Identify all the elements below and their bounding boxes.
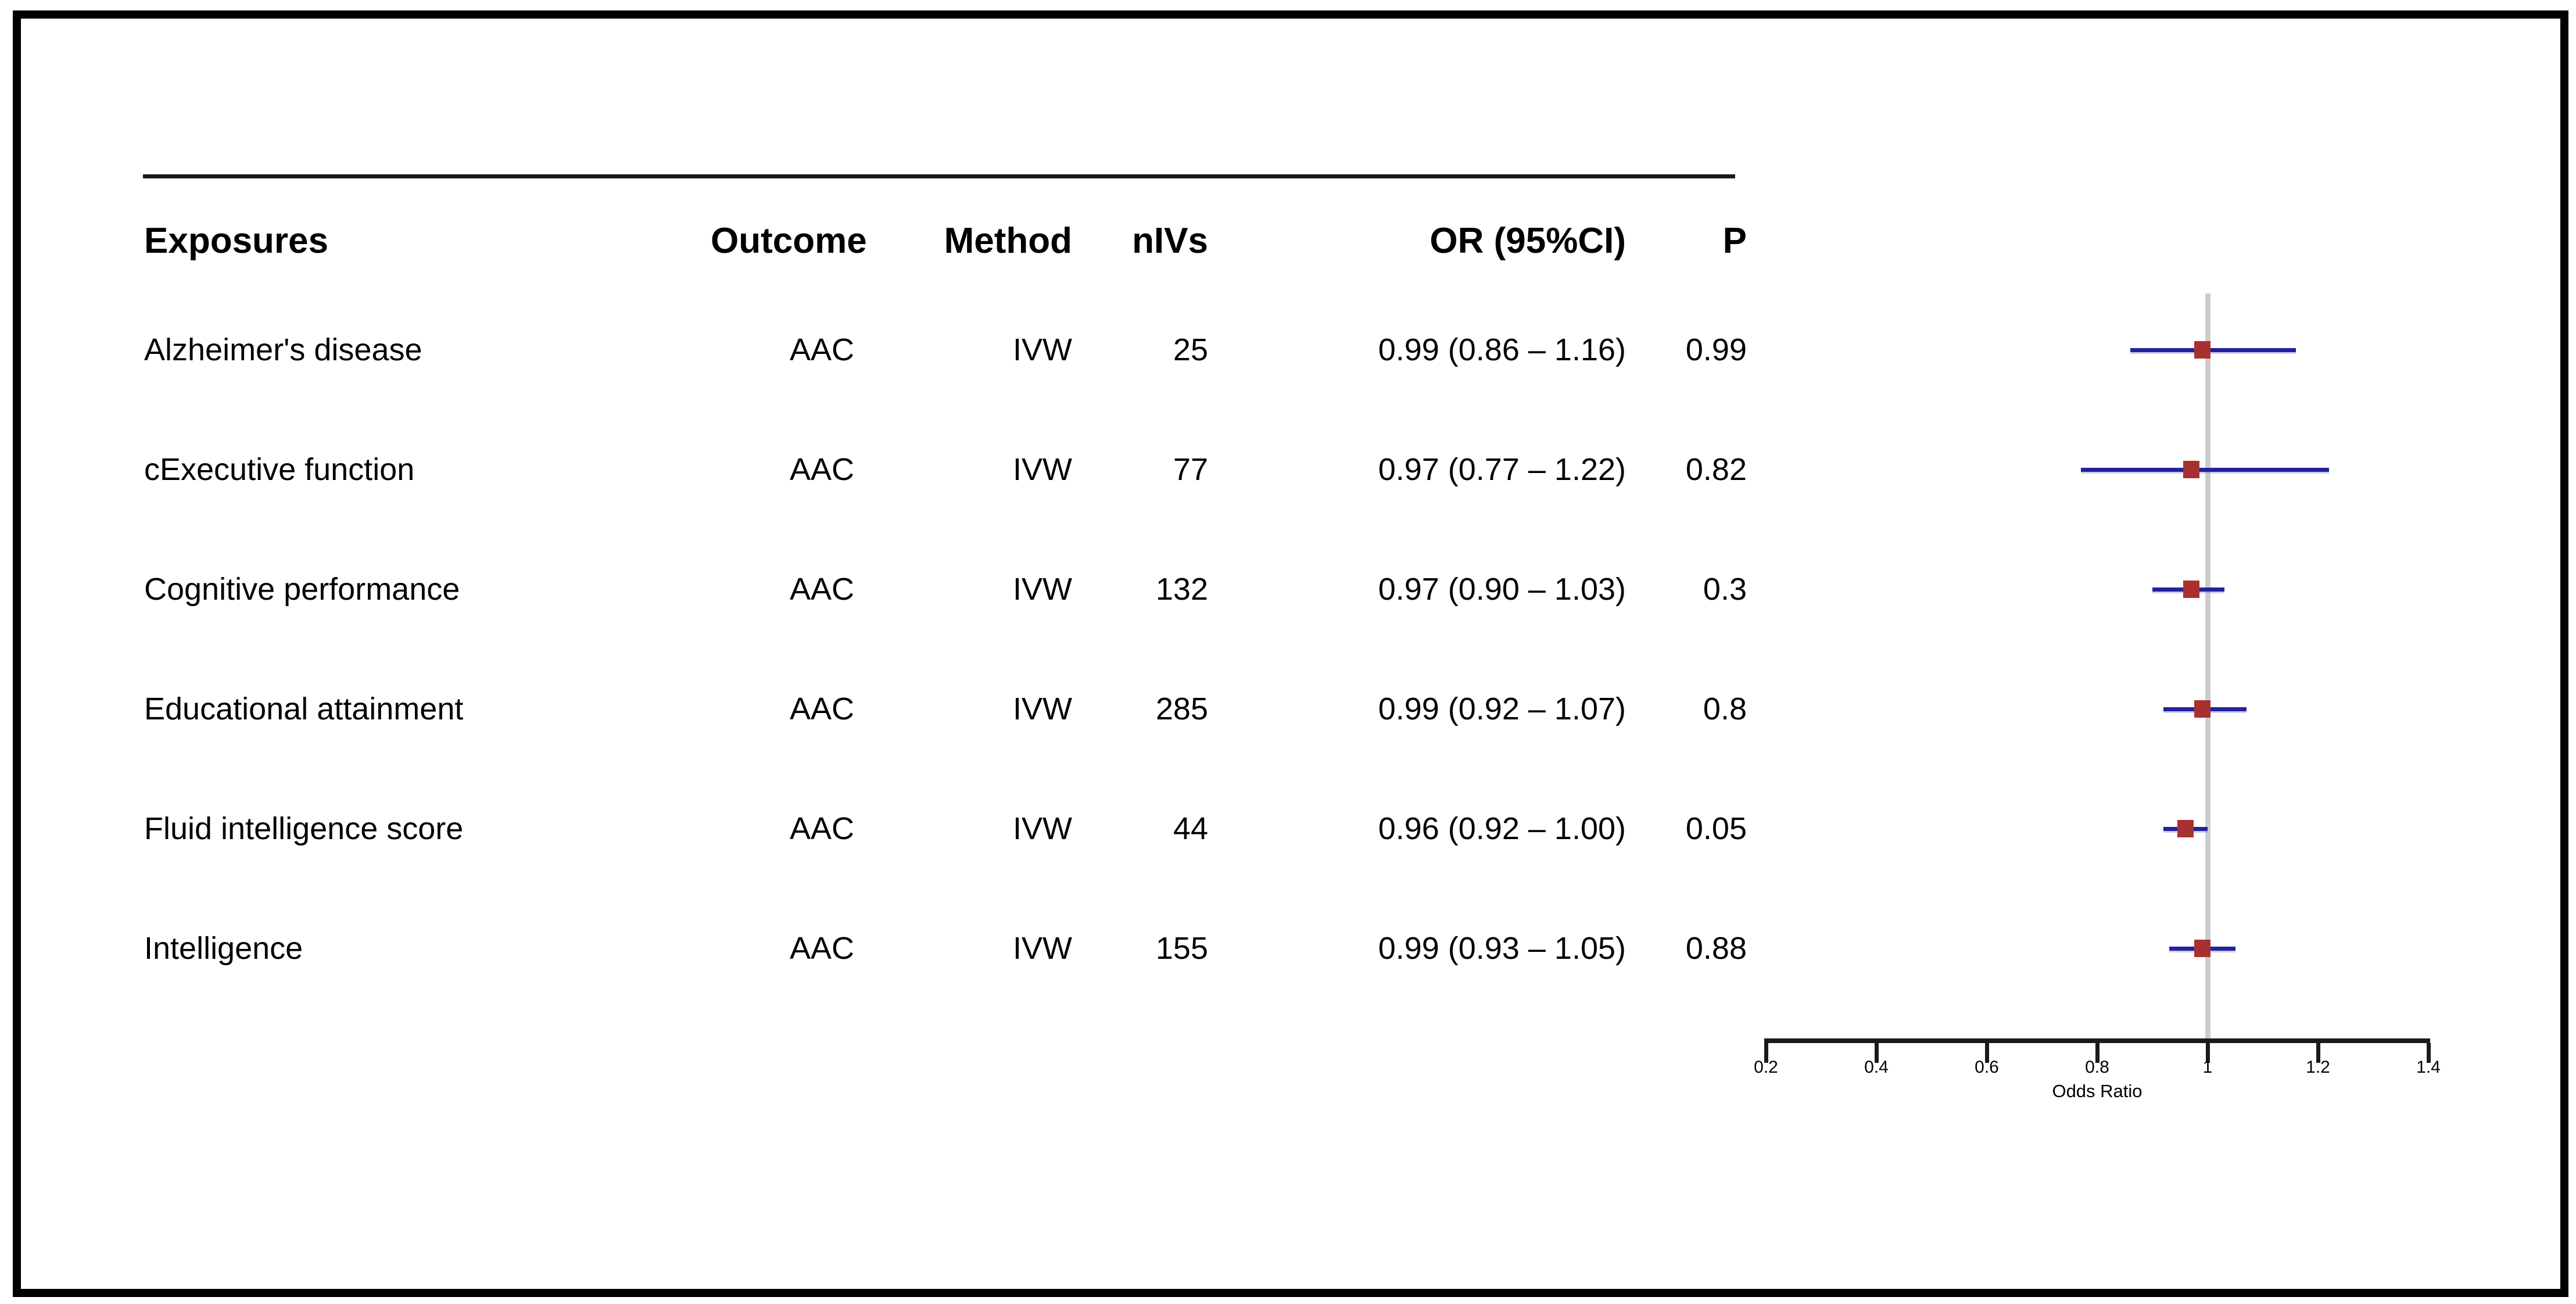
- x-axis-tick-label: 0.2: [1754, 1058, 1778, 1077]
- cell-or-ci: 0.99 (0.93 – 1.05): [1378, 931, 1626, 966]
- cell-outcome: AAC: [789, 332, 854, 367]
- cell-nivs: 25: [1173, 332, 1208, 367]
- cell-or-ci: 0.97 (0.90 – 1.03): [1378, 572, 1626, 607]
- table-row: Fluid intelligence score AAC IVW 44 0.96 (0.…: [144, 797, 1747, 861]
- cell-or-ci: 0.99 (0.92 – 1.07): [1378, 692, 1626, 726]
- cell-exposure: Fluid intelligence score: [144, 811, 464, 846]
- cell-method: IVW: [1013, 811, 1072, 846]
- cell-or-ci: 0.96 (0.92 – 1.00): [1378, 811, 1626, 846]
- x-axis-tick-label: 1.2: [2306, 1058, 2330, 1077]
- odds-ratio-marker: [2194, 940, 2210, 957]
- cell-nivs: 132: [1155, 572, 1208, 607]
- cell-p: 0.88: [1685, 931, 1747, 966]
- cell-p: 0.3: [1703, 572, 1747, 607]
- reference-line-or-1: [2205, 293, 2210, 1038]
- cell-method: IVW: [1013, 931, 1072, 966]
- header-nivs: nIVs: [1132, 221, 1208, 261]
- cell-outcome: AAC: [789, 692, 854, 726]
- odds-ratio-marker: [2194, 700, 2210, 718]
- table-row: Cognitive performance AAC IVW 132 0.97 (0.90…: [144, 557, 1747, 621]
- x-axis-tick-label: 1: [2202, 1058, 2213, 1077]
- header-method: Method: [944, 221, 1072, 261]
- x-axis-tick-label: 0.4: [1864, 1058, 1889, 1077]
- odds-ratio-marker: [2177, 820, 2194, 837]
- header-p: P: [1722, 221, 1747, 261]
- cell-p: 0.82: [1685, 452, 1747, 487]
- x-axis-tick-label: 0.6: [1975, 1058, 1999, 1077]
- cell-exposure: Intelligence: [144, 931, 303, 966]
- x-axis-tick-label: 0.8: [2085, 1058, 2109, 1077]
- table-row: Alzheimer's disease AAC IVW 25 0.99 (0.86 – …: [144, 318, 1747, 382]
- odds-ratio-marker: [2183, 461, 2199, 478]
- x-axis-tick: [2205, 1043, 2210, 1063]
- cell-outcome: AAC: [789, 452, 854, 487]
- cell-outcome: AAC: [789, 931, 854, 966]
- cell-nivs: 44: [1173, 811, 1208, 846]
- cell-outcome: AAC: [789, 572, 854, 607]
- cell-nivs: 155: [1155, 931, 1208, 966]
- cell-or-ci: 0.97 (0.77 – 1.22): [1378, 452, 1626, 487]
- cell-exposure: Alzheimer's disease: [144, 332, 422, 367]
- header-exposures: Exposures: [144, 221, 329, 261]
- cell-method: IVW: [1013, 692, 1072, 726]
- odds-ratio-marker: [2183, 581, 2199, 598]
- table-header-row: Exposures Outcome Method nIVs OR (95%CI)…: [144, 209, 1747, 273]
- x-axis-tick: [1764, 1043, 1768, 1063]
- header-or-ci: OR (95%CI): [1429, 221, 1626, 261]
- x-axis-tick: [2426, 1043, 2431, 1063]
- confidence-interval-line: [2080, 467, 2329, 472]
- x-axis-line: [1764, 1038, 2430, 1043]
- cell-method: IVW: [1013, 452, 1072, 487]
- cell-nivs: 77: [1173, 452, 1208, 487]
- cell-exposure: Cognitive performance: [144, 572, 460, 607]
- odds-ratio-marker: [2194, 341, 2210, 359]
- x-axis-title: Odds Ratio: [2052, 1081, 2143, 1101]
- header-outcome: Outcome: [711, 221, 867, 261]
- cell-outcome: AAC: [789, 811, 854, 846]
- figure-border: [13, 10, 2568, 1297]
- cell-method: IVW: [1013, 572, 1072, 607]
- x-axis-tick: [2095, 1043, 2100, 1063]
- x-axis-tick: [1984, 1043, 1989, 1063]
- confidence-interval-line: [2130, 348, 2296, 352]
- table-row: Intelligence AAC IVW 155 0.99 (0.93 – 1.05) 0…: [144, 916, 1747, 980]
- cell-p: 0.05: [1685, 811, 1747, 846]
- table-top-rule: [143, 174, 1735, 178]
- cell-method: IVW: [1013, 332, 1072, 367]
- table-row: cExecutive function AAC IVW 77 0.97 (0.77 – …: [144, 438, 1747, 501]
- x-axis-tick: [1874, 1043, 1879, 1063]
- cell-p: 0.99: [1685, 332, 1747, 367]
- table-row: Educational attainment AAC IVW 285 0.99 (0.9…: [144, 677, 1747, 741]
- cell-p: 0.8: [1703, 692, 1747, 726]
- cell-nivs: 285: [1155, 692, 1208, 726]
- x-axis-tick: [2316, 1043, 2320, 1063]
- cell-exposure: cExecutive function: [144, 452, 415, 487]
- x-axis-tick-label: 1.4: [2416, 1058, 2441, 1077]
- cell-or-ci: 0.99 (0.86 – 1.16): [1378, 332, 1626, 367]
- cell-exposure: Educational attainment: [144, 692, 464, 726]
